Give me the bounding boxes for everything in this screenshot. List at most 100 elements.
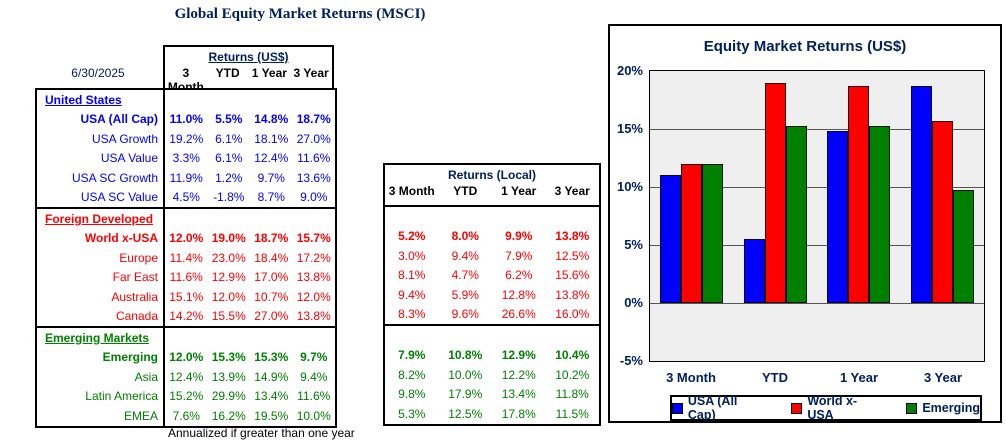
table-row: Australia 15.1% 12.0% 10.7% 12.0% [37, 287, 335, 307]
value-cell: 4.5% [172, 190, 200, 205]
table-row: Asia 12.4% 13.9% 14.9% 9.4% [37, 367, 335, 387]
value-cell: 8.7% [257, 190, 285, 205]
table-row: 5.2% 8.0% 9.9% 13.8% [385, 227, 599, 247]
value-cell: 14.8% [254, 112, 289, 127]
value-cell: 8.1% [398, 268, 426, 283]
value-cell: 13.9% [211, 369, 246, 384]
table-row: USA Growth 19.2% 6.1% 18.1% 27.0% [37, 129, 335, 149]
table-section: Emerging Markets Emerging 12.0% 15.3% 15.3% 9… [37, 326, 335, 426]
value-cell: 19.5% [254, 408, 289, 423]
as-of-date: 6/30/2025 [71, 66, 125, 80]
table-row: 9.8% 17.9% 13.4% 11.8% [385, 385, 599, 405]
value-cell: 6.2% [505, 268, 533, 283]
value-cell: 27.0% [254, 309, 289, 324]
value-cell: 17.8% [501, 406, 536, 421]
value-cell: 12.0% [169, 350, 204, 365]
value-cell: 8.3% [398, 307, 426, 322]
value-cell: 13.4% [254, 389, 289, 404]
table-row: USA SC Value 4.5% -1.8% 8.7% 9.0% [37, 187, 335, 207]
value-cell: 15.2% [169, 389, 204, 404]
legend-item: Emerging [906, 401, 980, 415]
value-cell: 12.0% [211, 289, 246, 304]
column-header-3month: 3 Month [388, 184, 435, 198]
row-label: EMEA [37, 406, 165, 426]
legend-swatch [791, 402, 803, 414]
row-label: USA (All Cap) [37, 109, 165, 129]
table-row: 3.0% 9.4% 7.9% 12.5% [385, 246, 599, 266]
section-title: United States [37, 90, 165, 110]
chart-title: Equity Market Returns (US$) [703, 38, 907, 55]
column-header-ytd: YTD [215, 66, 240, 80]
page-title: Global Equity Market Returns (MSCI) [174, 6, 426, 22]
row-label: Latin America [37, 386, 165, 406]
value-cell: 9.6% [451, 307, 479, 322]
bar-usa-all-cap- [827, 131, 849, 303]
section-title: Foreign Developed [37, 209, 165, 229]
value-cell: 5.2% [398, 229, 426, 244]
value-cell: 12.4% [254, 151, 289, 166]
value-cell: 3.0% [398, 248, 426, 263]
column-header-3year: 3 Year [554, 184, 590, 198]
x-axis-labels: 3 Month YTD 1 Year 3 Year [649, 370, 985, 385]
value-cell: 18.7% [254, 231, 289, 246]
table-row: 7.9% 10.8% 12.9% 10.4% [385, 346, 599, 366]
value-cell: 6.1% [215, 151, 243, 166]
bar-emerging [702, 163, 724, 303]
bar-group [817, 71, 901, 361]
usd-table: United States USA (All Cap) 11.0% 5.5% 14.8%… [35, 88, 337, 428]
value-cell: 15.3% [211, 350, 246, 365]
row-label: Asia [37, 367, 165, 387]
value-cell: 13.8% [555, 287, 590, 302]
value-cell: 12.9% [501, 348, 536, 363]
row-label: USA SC Growth [37, 168, 165, 188]
value-cell: 10.2% [555, 367, 590, 382]
y-axis-label: 5% [624, 237, 643, 252]
bar-world-x-usa [764, 82, 786, 303]
x-axis-label: 1 Year [839, 370, 879, 385]
value-cell: 15.7% [296, 231, 331, 246]
value-cell: 9.0% [300, 190, 328, 205]
value-cell: 18.4% [254, 250, 289, 265]
bar-group [650, 71, 734, 361]
value-cell: 6.1% [215, 131, 243, 146]
row-label: Far East [37, 267, 165, 287]
table-row: USA (All Cap) 11.0% 5.5% 14.8% 18.7% [37, 109, 335, 129]
value-cell: 13.4% [501, 387, 536, 402]
table-row: Europe 11.4% 23.0% 18.4% 17.2% [37, 248, 335, 268]
legend-swatch [672, 402, 683, 414]
value-cell: 9.4% [451, 248, 479, 263]
value-cell: 10.0% [448, 367, 483, 382]
column-header-3year: 3 Year [293, 66, 329, 80]
bar-group [901, 71, 985, 361]
value-cell: 5.9% [451, 287, 479, 302]
value-cell: 8.0% [451, 229, 479, 244]
value-cell: 9.4% [398, 287, 426, 302]
gridline [650, 303, 984, 304]
value-cell: 12.2% [501, 367, 536, 382]
value-cell: 15.6% [555, 268, 590, 283]
section-header-row: Foreign Developed [37, 209, 335, 229]
value-cell: 15.1% [169, 289, 204, 304]
table-section: United States USA (All Cap) 11.0% 5.5% 14.8%… [37, 90, 335, 207]
value-cell: 19.2% [169, 131, 204, 146]
legend-item: World x-USA [791, 394, 882, 422]
value-cell: 15.5% [211, 309, 246, 324]
value-cell: 12.8% [501, 287, 536, 302]
value-cell: 7.9% [505, 248, 533, 263]
spacer-row [385, 326, 599, 346]
y-axis-label: 10% [616, 179, 643, 194]
value-cell: 29.9% [211, 389, 246, 404]
local-table-header: Returns (Local) [447, 168, 536, 182]
bar-world-x-usa [848, 86, 870, 303]
x-axis-label: YTD [762, 370, 788, 385]
bar-world-x-usa [931, 120, 953, 303]
section-header-row: Emerging Markets [37, 328, 335, 348]
value-cell: 5.5% [215, 112, 243, 127]
column-header-ytd: YTD [453, 184, 478, 198]
bar-emerging [869, 125, 891, 303]
chart-plot-area [649, 70, 985, 362]
footnote: Annualized if greater than one year [168, 426, 355, 440]
table-row: 8.1% 4.7% 6.2% 15.6% [385, 266, 599, 286]
bar-world-x-usa [681, 163, 703, 303]
row-label: Emerging [37, 347, 165, 367]
